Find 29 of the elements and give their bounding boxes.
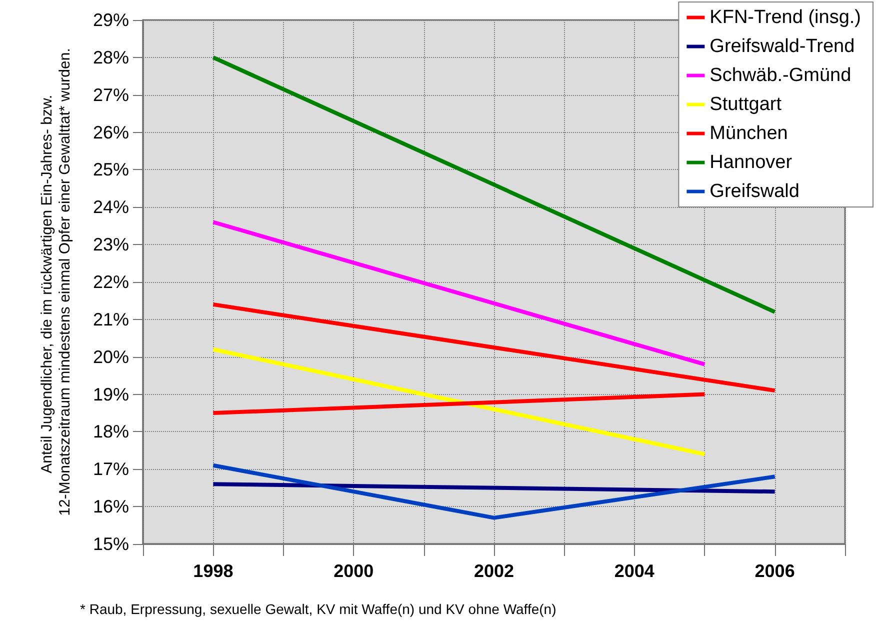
legend-label: Hannover xyxy=(710,152,793,173)
x-tick-label: 2006 xyxy=(754,561,795,581)
y-tick-label: 21% xyxy=(92,309,129,330)
y-tick-label: 26% xyxy=(92,122,129,142)
y-tick-label: 20% xyxy=(92,346,129,367)
x-tick-label: 2002 xyxy=(474,561,514,581)
y-tick-label: 19% xyxy=(92,384,129,404)
y-tick-label: 28% xyxy=(92,47,129,68)
legend-label: KFN-Trend (insg.) xyxy=(710,7,862,28)
y-tick-label: 27% xyxy=(92,84,129,105)
legend-label: Greifswald-Trend xyxy=(710,36,855,57)
y-tick-label: 16% xyxy=(92,496,129,517)
y-tick-label: 18% xyxy=(92,422,129,442)
y-axis-title: Anteil Jugendlicher, die im rückwärtigen Ein-Jahres- bzw. 12-Monatszeitraum mindestens einmal Opfer einer Gewalttat* wurden. xyxy=(38,48,74,516)
x-tick-label: 2000 xyxy=(334,561,374,581)
legend-label: München xyxy=(710,123,788,144)
y-tick-label: 22% xyxy=(92,272,129,292)
legend-label: Greifswald xyxy=(710,181,800,202)
x-tick-label: 2004 xyxy=(614,561,654,581)
x-tick-label: 1998 xyxy=(193,561,234,581)
legend-label: Schwäb.-Gmünd xyxy=(710,65,852,86)
y-tick-label: 25% xyxy=(92,160,129,180)
y-tick-label: 17% xyxy=(92,459,129,480)
y-tick-label: 23% xyxy=(92,234,129,255)
legend-label: Stuttgart xyxy=(710,94,782,115)
text: * Raub, Erpressung, sexuelle Gewalt, KV mit Waffe(n) und KV ohne Waffe(n) xyxy=(80,601,556,617)
y-tick-label: 24% xyxy=(92,197,129,218)
y-tick-label: 29% xyxy=(92,10,129,30)
y-tick-label: 15% xyxy=(92,534,129,554)
